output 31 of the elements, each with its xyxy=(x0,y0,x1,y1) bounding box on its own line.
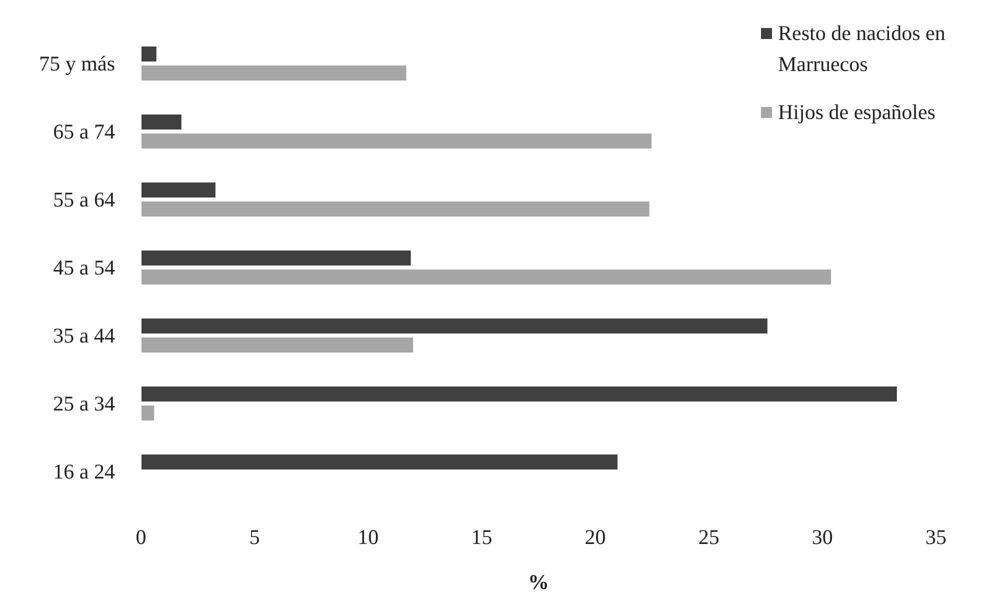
y-tick-label: 35 a 44 xyxy=(53,323,116,348)
bar xyxy=(141,250,412,266)
bar xyxy=(141,200,650,218)
x-axis-title: % xyxy=(528,570,549,594)
x-tick-label: 0 xyxy=(136,524,146,549)
bar xyxy=(141,336,414,354)
bar xyxy=(141,64,408,82)
y-tick-label: 55 a 64 xyxy=(53,187,116,212)
x-tick-label: 35 xyxy=(926,524,946,549)
x-tick-label: 30 xyxy=(812,524,833,549)
y-tick-label: 75 y más xyxy=(39,51,115,76)
bar xyxy=(141,318,768,334)
x-tick-label: 5 xyxy=(249,524,260,549)
x-tick-label: 25 xyxy=(698,524,720,549)
bar xyxy=(141,114,182,130)
x-tick-label: 15 xyxy=(471,524,492,549)
bar xyxy=(141,454,618,470)
y-tick-label: 16 a 24 xyxy=(53,459,116,484)
bar xyxy=(141,46,158,62)
bar xyxy=(141,268,832,286)
x-tick-label: 20 xyxy=(584,524,606,549)
bar xyxy=(141,132,653,150)
x-tick-label: 10 xyxy=(358,524,379,549)
legend-label: Resto de nacidos en Marruecos xyxy=(778,20,946,78)
bar xyxy=(141,404,156,422)
y-tick-label: 45 a 54 xyxy=(53,255,116,280)
y-tick-label: 25 a 34 xyxy=(53,391,116,416)
y-tick-label: 65 a 74 xyxy=(53,119,116,144)
bar xyxy=(141,182,216,198)
legend-label: Hijos de españoles xyxy=(778,99,936,126)
bar xyxy=(141,386,898,402)
